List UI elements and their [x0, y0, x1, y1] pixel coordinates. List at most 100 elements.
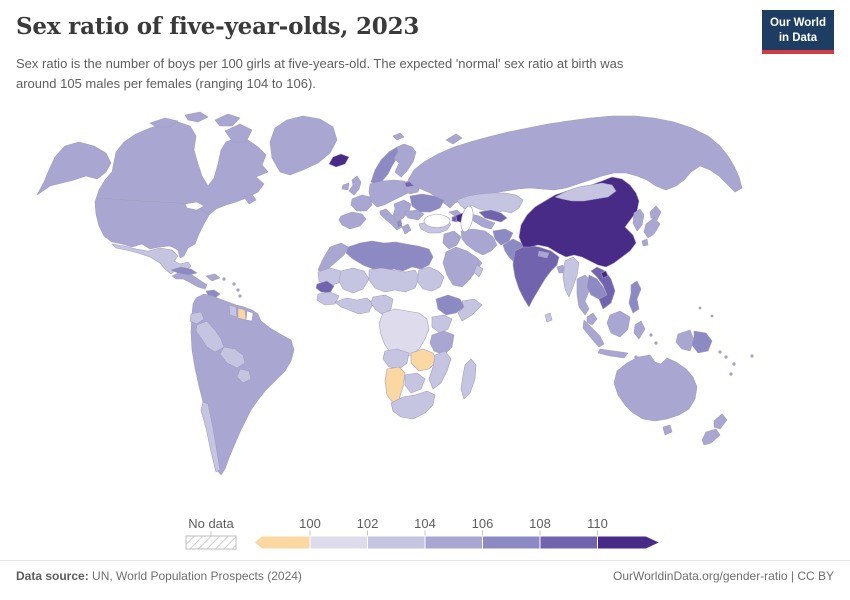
legend-no-data-swatch[interactable]: [185, 535, 237, 550]
country-morocco[interactable]: [317, 242, 349, 274]
country-borneo[interactable]: [606, 310, 631, 338]
country-ireland[interactable]: [341, 182, 350, 191]
country-sulawesi[interactable]: [633, 320, 646, 340]
country-panama[interactable]: [205, 289, 221, 299]
country-mali[interactable]: [338, 267, 370, 294]
country-greece[interactable]: [401, 223, 412, 235]
country-malaysia-peninsula[interactable]: [586, 312, 598, 326]
country-mongolia[interactable]: [554, 182, 617, 202]
country-madagascar[interactable]: [460, 358, 477, 400]
country-nz-south[interactable]: [701, 428, 721, 446]
country-zambia[interactable]: [410, 348, 438, 372]
country-saudi-arabia[interactable]: [442, 246, 483, 288]
country-afghanistan[interactable]: [492, 228, 514, 246]
country-albania[interactable]: [396, 219, 403, 228]
country-wafrica-coast[interactable]: [334, 297, 374, 315]
country-armenia[interactable]: [451, 215, 458, 223]
country-papua-west[interactable]: [675, 329, 695, 352]
country-nepal[interactable]: [537, 250, 550, 259]
country-solomon-2[interactable]: [724, 355, 728, 359]
country-solomon-1[interactable]: [718, 350, 722, 354]
country-sri-lanka[interactable]: [544, 312, 553, 323]
country-japan-honshu[interactable]: [649, 205, 662, 221]
country-italy[interactable]: [379, 208, 403, 231]
country-somalia[interactable]: [457, 298, 483, 322]
country-micronesia-2[interactable]: [710, 314, 714, 318]
country-mauritania[interactable]: [317, 267, 342, 287]
country-baffin[interactable]: [224, 123, 253, 143]
country-china[interactable]: [518, 176, 640, 268]
country-peru[interactable]: [195, 320, 225, 353]
country-arctic-island-3[interactable]: [214, 113, 241, 127]
country-botswana[interactable]: [404, 372, 426, 394]
country-balkans[interactable]: [392, 199, 412, 223]
country-suriname[interactable]: [237, 307, 247, 321]
country-sumatra[interactable]: [582, 319, 605, 348]
country-kenya[interactable]: [431, 314, 453, 334]
legend-bin-106-108[interactable]: [482, 535, 541, 550]
country-caribbean-2[interactable]: [232, 282, 236, 286]
country-france[interactable]: [350, 194, 373, 212]
country-oman[interactable]: [473, 264, 484, 278]
country-alaska[interactable]: [36, 141, 112, 196]
country-maluku-2[interactable]: [654, 341, 658, 345]
country-paraguay[interactable]: [236, 368, 252, 384]
country-canada-usa[interactable]: [94, 121, 269, 259]
country-central-africa[interactable]: [378, 308, 430, 358]
country-vietnam[interactable]: [590, 266, 616, 310]
country-caribbean-4[interactable]: [238, 294, 242, 298]
country-new-caledonia[interactable]: [729, 372, 733, 376]
country-arctic-island-1[interactable]: [149, 117, 179, 128]
country-guyana[interactable]: [228, 304, 238, 318]
country-europe-central[interactable]: [368, 179, 411, 208]
country-novaya-zemlya[interactable]: [445, 133, 463, 145]
country-sudan[interactable]: [416, 266, 445, 292]
country-japan-kyushu[interactable]: [641, 238, 649, 247]
country-papua-new-guinea[interactable]: [691, 330, 713, 354]
country-ukraine[interactable]: [409, 193, 445, 213]
country-fiji[interactable]: [750, 354, 754, 358]
country-ethiopia[interactable]: [435, 294, 465, 316]
country-sweden-finland[interactable]: [393, 143, 417, 178]
footer-link[interactable]: OurWorldinData.org/gender-ratio | CC BY: [613, 569, 834, 583]
country-caribbean-3[interactable]: [236, 288, 240, 292]
country-cuba[interactable]: [170, 266, 198, 276]
country-svalbard[interactable]: [392, 132, 405, 141]
country-australia[interactable]: [613, 354, 698, 422]
country-maluku-1[interactable]: [649, 333, 653, 337]
country-korea[interactable]: [632, 208, 645, 232]
country-java[interactable]: [597, 348, 629, 359]
legend-bin-108-110[interactable]: [539, 535, 598, 550]
country-micronesia-1[interactable]: [698, 306, 702, 310]
country-niger-chad[interactable]: [368, 267, 420, 293]
country-iran[interactable]: [460, 228, 498, 256]
legend-bin-above-110[interactable]: [597, 535, 662, 550]
legend-bin-104-106[interactable]: [424, 535, 483, 550]
country-hispaniola[interactable]: [205, 273, 221, 282]
country-nz-north[interactable]: [713, 413, 728, 430]
country-uk[interactable]: [348, 175, 362, 196]
country-iceland[interactable]: [328, 153, 350, 168]
country-india[interactable]: [512, 244, 560, 308]
country-guinea-region[interactable]: [316, 291, 340, 306]
country-arctic-island-2[interactable]: [184, 111, 209, 123]
country-japan-main[interactable]: [643, 217, 661, 239]
country-angola[interactable]: [382, 348, 410, 370]
country-newfoundland[interactable]: [243, 193, 257, 205]
country-tanzania[interactable]: [429, 330, 455, 356]
country-philippines[interactable]: [628, 280, 642, 314]
country-syria-iraq[interactable]: [442, 230, 462, 250]
country-ecuador[interactable]: [189, 311, 205, 325]
country-south-africa[interactable]: [390, 390, 436, 420]
legend-bin-102-104[interactable]: [367, 535, 426, 550]
country-chile[interactable]: [200, 401, 221, 473]
country-uzbekistan[interactable]: [478, 209, 508, 223]
country-mexico[interactable]: [111, 243, 192, 275]
country-zimbabwe-mozambique[interactable]: [428, 350, 452, 390]
country-algeria-libya-egypt[interactable]: [345, 240, 434, 274]
owid-logo[interactable]: Our World in Data: [761, 10, 834, 54]
country-tasmania[interactable]: [662, 424, 673, 436]
country-bolivia[interactable]: [219, 346, 246, 369]
country-caribbean-1[interactable]: [222, 277, 226, 281]
legend-bin-below-100[interactable]: [253, 535, 311, 550]
